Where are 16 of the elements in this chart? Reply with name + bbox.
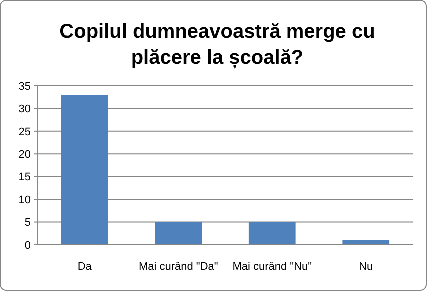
x-tick-label: Nu (359, 261, 374, 273)
y-tick-label: 35 (18, 80, 31, 93)
y-tick-label: 10 (18, 194, 31, 206)
chart-title: Copilul dumneavoastră merge cu plăcere la școală? (60, 21, 376, 69)
x-tick-label: Mai curând "Da" (138, 261, 218, 273)
x-tick-label: Da (78, 261, 93, 273)
y-tick-label: 25 (18, 126, 31, 138)
y-tick-label: 20 (18, 148, 31, 161)
bar (248, 222, 296, 245)
y-tick-label: 0 (24, 240, 31, 252)
bar (61, 95, 108, 245)
y-tick-label: 5 (24, 217, 31, 230)
x-tick-label: Mai curând "Nu" (232, 261, 312, 273)
y-tick-label: 15 (18, 172, 31, 184)
bar (155, 222, 202, 245)
y-tick-label: 30 (18, 104, 31, 116)
